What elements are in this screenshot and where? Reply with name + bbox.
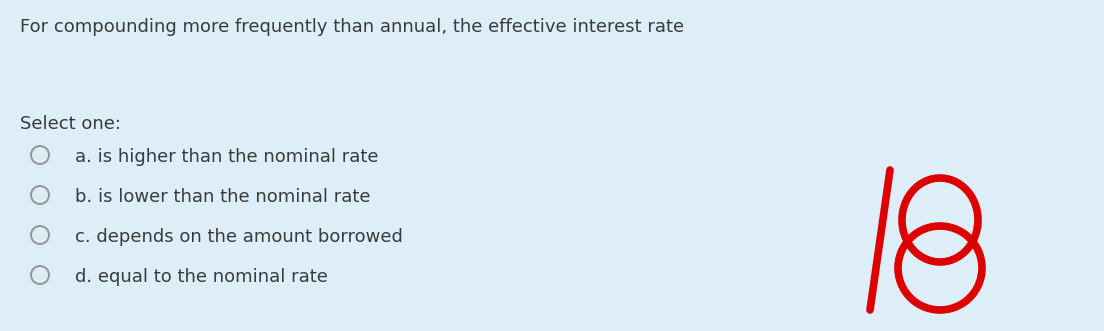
Text: b. is lower than the nominal rate: b. is lower than the nominal rate	[75, 188, 371, 206]
Text: Select one:: Select one:	[20, 115, 121, 133]
Text: d. equal to the nominal rate: d. equal to the nominal rate	[75, 268, 328, 286]
Text: a. is higher than the nominal rate: a. is higher than the nominal rate	[75, 148, 379, 166]
Text: c. depends on the amount borrowed: c. depends on the amount borrowed	[75, 228, 403, 246]
Text: For compounding more frequently than annual, the effective interest rate: For compounding more frequently than ann…	[20, 18, 684, 36]
